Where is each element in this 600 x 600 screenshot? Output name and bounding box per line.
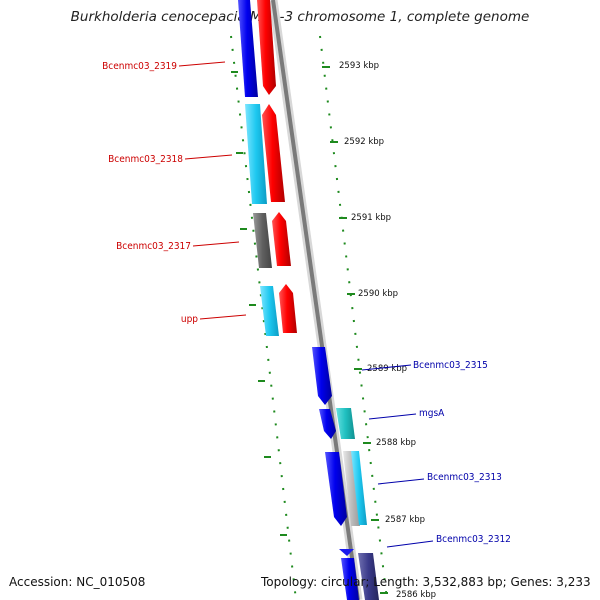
gene-feature-2318-forward[interactable] xyxy=(262,104,285,202)
gene-feature-mgsA-reverse[interactable] xyxy=(319,409,336,439)
gene-label-left-2319[interactable]: Bcenmc03_2319 xyxy=(102,61,226,72)
gene-feature-mgsA-teal[interactable] xyxy=(336,408,355,439)
tick-label-2591: 2591 kbp xyxy=(351,213,391,223)
tick-label-2590: 2590 kbp xyxy=(358,289,398,299)
gene-label-right-2313[interactable]: Bcenmc03_2313 xyxy=(377,472,502,485)
svg-text:Bcenmc03_2317: Bcenmc03_2317 xyxy=(116,241,191,252)
tick-label-2589: 2589 kbp xyxy=(367,364,407,374)
tick-label-2586: 2586 kbp xyxy=(396,590,436,600)
gene-feature-2313-cds[interactable] xyxy=(351,451,367,525)
gene-feature-2315-reverse[interactable] xyxy=(312,347,332,405)
gene-label-right-2315[interactable]: Bcenmc03_2315 xyxy=(361,360,488,371)
svg-text:Bcenmc03_2315: Bcenmc03_2315 xyxy=(413,360,488,371)
svg-text:upp: upp xyxy=(181,314,198,325)
gene-feature-2313-silver[interactable] xyxy=(343,451,360,526)
accession-label: Accession: NC_010508 xyxy=(9,575,146,589)
svg-text:Bcenmc03_2313: Bcenmc03_2313 xyxy=(427,472,502,483)
gene-feature-upp-cds[interactable] xyxy=(260,286,279,336)
tick-label-2587: 2587 kbp xyxy=(385,515,425,525)
svg-text:mgsA: mgsA xyxy=(419,408,445,419)
gene-label-left-upp[interactable]: upp xyxy=(181,314,247,325)
gene-feature-2312-navy[interactable] xyxy=(358,553,379,600)
tick-label-2593: 2593 kbp xyxy=(339,61,379,71)
genome-summary-label: Topology: circular; Length: 3,532,883 bp… xyxy=(261,575,591,589)
gene-label-left-2317[interactable]: Bcenmc03_2317 xyxy=(116,241,240,252)
gene-label-right-2312[interactable]: Bcenmc03_2312 xyxy=(386,534,511,548)
svg-text:Bcenmc03_2312: Bcenmc03_2312 xyxy=(436,534,511,545)
tick-label-2592: 2592 kbp xyxy=(344,137,384,147)
gene-feature-2317-forward[interactable] xyxy=(272,212,291,266)
svg-text:Bcenmc03_2319: Bcenmc03_2319 xyxy=(102,61,177,72)
svg-text:Bcenmc03_2318: Bcenmc03_2318 xyxy=(108,154,183,165)
gene-feature-2319-reverse[interactable] xyxy=(238,0,258,97)
gene-feature-2312-reverse[interactable] xyxy=(339,549,359,600)
gene-feature-2318-cds[interactable] xyxy=(245,104,267,204)
gene-feature-upp-forward[interactable] xyxy=(279,284,297,333)
gene-feature-2317-other[interactable] xyxy=(253,213,272,268)
gene-feature-2313-reverse[interactable] xyxy=(325,452,347,526)
left-minor-ticks xyxy=(231,71,287,536)
gene-label-right-mgsA[interactable]: mgsA xyxy=(368,408,445,420)
tick-label-2588: 2588 kbp xyxy=(376,438,416,448)
gene-feature-2319-forward[interactable] xyxy=(257,0,276,95)
genome-title: Burkholderia cenocepacia MC0-3 chromosom… xyxy=(70,9,530,25)
gene-label-left-2318[interactable]: Bcenmc03_2318 xyxy=(108,154,233,165)
